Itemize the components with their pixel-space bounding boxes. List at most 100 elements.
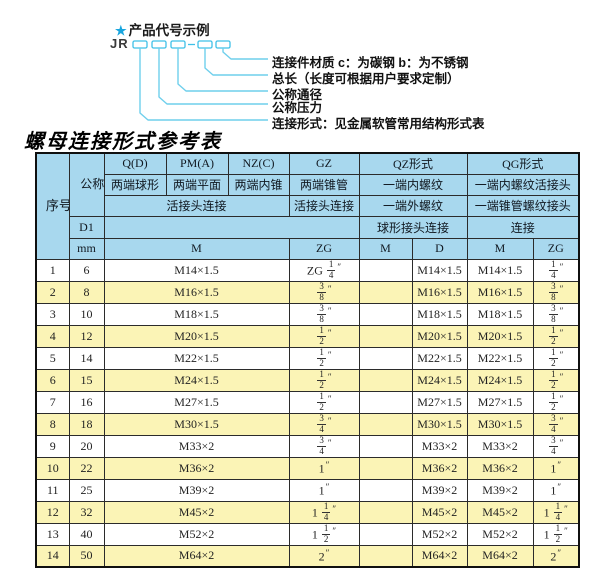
- cell-qz_m: [358, 346, 413, 370]
- table-row: 14 50 M64×2 2″ M64×2 M64×2 2″: [35, 544, 580, 568]
- cell-qg_zg: 1 1 4 ″: [532, 500, 580, 524]
- diagram-title: ★ 产品代号示例: [115, 19, 210, 39]
- header-qg-m: M: [466, 237, 534, 260]
- header-m: M: [103, 237, 290, 260]
- inch-mark: ″: [559, 349, 564, 360]
- header-gz-conn: 活接头连接: [288, 194, 360, 217]
- cell-m: M22×1.5: [103, 346, 290, 370]
- inch-mark: ″: [564, 525, 568, 536]
- table-title: 螺母连接形式参考表: [24, 131, 222, 153]
- inch-mark: ″: [332, 503, 337, 514]
- inch-mark: ″: [559, 393, 564, 404]
- inch-mark: ″: [559, 371, 564, 382]
- cell-no: 3: [35, 302, 70, 326]
- table-row: 4 12 M20×1.5 1 2 ″ M20×1.5 M20×1.5 1 2 ″: [35, 324, 580, 348]
- cell-qz_m: [358, 302, 413, 326]
- callout-line-material: [222, 48, 268, 60]
- cell-m: M30×1.5: [103, 412, 290, 436]
- cell-no: 2: [35, 280, 70, 304]
- header-qg-conn: 连接: [466, 215, 580, 239]
- header-qg-desc2: 一端锥管螺纹接头: [466, 194, 580, 217]
- cell-qz_d: M22×1.5: [411, 346, 468, 370]
- cell-qz_m: [358, 522, 413, 546]
- cell-qz_m: [358, 456, 413, 480]
- callout-label-pressure: 公称压力: [272, 101, 323, 115]
- cell-qz_d: M36×2: [411, 456, 468, 480]
- inch-mark: ″: [325, 547, 330, 558]
- inch-mark: ″: [327, 393, 332, 404]
- cell-m: M27×1.5: [103, 390, 290, 414]
- header-pm-desc: 两端平面: [165, 173, 229, 196]
- cell-qz_m: [358, 412, 413, 436]
- cell-qg_zg: 3 4 ″: [532, 412, 580, 436]
- diagram-title-text: 产品代号示例: [128, 23, 210, 38]
- cell-no: 6: [35, 368, 70, 392]
- cell-qg_zg: 1″: [532, 456, 580, 480]
- cell-no: 4: [35, 324, 70, 348]
- header-qz-desc2: 一端外螺纹: [358, 194, 468, 217]
- cell-dn: 6: [68, 258, 105, 282]
- cell-qz_d: M20×1.5: [411, 324, 468, 348]
- header-d1: D1: [68, 215, 105, 239]
- table-row: 3 10 M18×1.5 3 8 ″ M18×1.5 M18×1.5 3 8 ″: [35, 302, 580, 326]
- cell-qg_zg: 1 2 ″: [532, 390, 580, 414]
- inch-mark: ″: [557, 547, 562, 558]
- cell-zg: 1″: [288, 456, 360, 480]
- cell-dn: 14: [68, 346, 105, 370]
- cell-qg_m: M24×1.5: [466, 368, 534, 392]
- cell-qz_d: M30×1.5: [411, 412, 468, 436]
- header-mm: mm: [68, 237, 105, 260]
- inch-mark: ″: [327, 305, 332, 316]
- cell-zg: ZG 1 4 ″: [288, 258, 360, 282]
- callout-line-length: [204, 48, 268, 76]
- cell-zg: 3 4 ″: [288, 412, 360, 436]
- inch-mark: ″: [327, 371, 332, 382]
- header-col-gz: GZ: [288, 152, 360, 175]
- cell-m: M16×1.5: [103, 280, 290, 304]
- cell-m: M52×2: [103, 522, 290, 546]
- cell-qg_m: M64×2: [466, 544, 534, 568]
- inch-mark: ″: [332, 525, 337, 536]
- header-qg-zg: ZG: [532, 237, 580, 260]
- table-row: 12 32 M45×2 1 1 4 ″ M45×2 M45×2 1 1 4 ″: [35, 500, 580, 524]
- cell-qz_m: [358, 500, 413, 524]
- cell-zg: 1 1 4 ″: [288, 500, 360, 524]
- cell-no: 11: [35, 478, 70, 502]
- header-q-desc: 两端球形: [103, 173, 167, 196]
- inch-mark: ″: [559, 283, 564, 294]
- cell-qg_m: M14×1.5: [466, 258, 534, 282]
- cell-qg_m: M30×1.5: [466, 412, 534, 436]
- cell-zg: 3 4 ″: [288, 434, 360, 458]
- cell-m: M45×2: [103, 500, 290, 524]
- cell-qz_d: M39×2: [411, 478, 468, 502]
- callout-label-length: 总长（长度可根据用户要求定制）: [272, 72, 460, 86]
- inch-mark: ″: [327, 349, 332, 360]
- header-col-qz: QZ形式: [358, 152, 468, 175]
- header-zg: ZG: [288, 237, 360, 260]
- cell-dn: 15: [68, 368, 105, 392]
- cell-qg_zg: 1 2 ″: [532, 368, 580, 392]
- cell-qz_d: M14×1.5: [411, 258, 468, 282]
- inch-mark: ″: [559, 437, 564, 448]
- table-header: 序号 公称通径 Q(D) PM(A) NZ(C) GZ QZ形式 QG形式 两端…: [35, 152, 580, 260]
- cell-qz_m: [358, 434, 413, 458]
- table-row: 13 40 M52×2 1 1 2 ″ M52×2 M52×2 1 1 2 ″: [35, 522, 580, 546]
- cell-no: 10: [35, 456, 70, 480]
- inch-mark: ″: [327, 283, 332, 294]
- cell-qg_m: M36×2: [466, 456, 534, 480]
- header-qz-m: M: [358, 237, 413, 260]
- table-row: 8 18 M30×1.5 3 4 ″ M30×1.5 M30×1.5 3 4 ″: [35, 412, 580, 436]
- cell-zg: 1 2 ″: [288, 368, 360, 392]
- cell-m: M14×1.5: [103, 258, 290, 282]
- inch-mark: ″: [557, 459, 562, 470]
